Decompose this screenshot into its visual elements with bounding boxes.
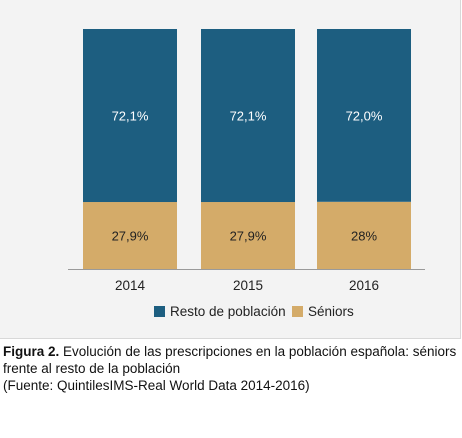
caption-label: Figura 2. [3,344,60,359]
bar-segment [201,202,295,269]
legend-swatch [154,306,165,317]
x-tick-label: 2015 [233,278,263,293]
bar-segment [83,29,177,203]
data-label: 72,1% [230,109,267,124]
figure-caption: Figura 2. Evolución de las prescripcione… [3,343,459,394]
chart-panel: 27,9% 72,1% 2014 27,9% 72,1% 2015 28% 72,0% 2016… [0,0,461,339]
legend-label: Resto de población [170,304,286,319]
bar-segment [317,29,411,202]
legend-label: Séniors [308,304,354,319]
x-tick-label: 2016 [349,278,379,293]
bar-segment [201,29,295,203]
data-label: 27,9% [230,229,267,244]
legend-swatch [292,306,303,317]
caption-text: Evolución de las prescripciones en la po… [3,344,457,376]
caption-source: (Fuente: QuintilesIMS-Real World Data 20… [3,378,310,393]
data-label: 28% [351,228,377,243]
data-label: 72,0% [346,108,383,123]
data-label: 72,1% [112,109,149,124]
bar-segment [83,202,177,269]
x-tick-label: 2014 [115,278,146,293]
data-label: 27,9% [112,229,149,244]
bar-segment [317,201,411,269]
stacked-bar-chart: 27,9% 72,1% 2014 27,9% 72,1% 2015 28% 72,0% 2016… [68,29,425,319]
